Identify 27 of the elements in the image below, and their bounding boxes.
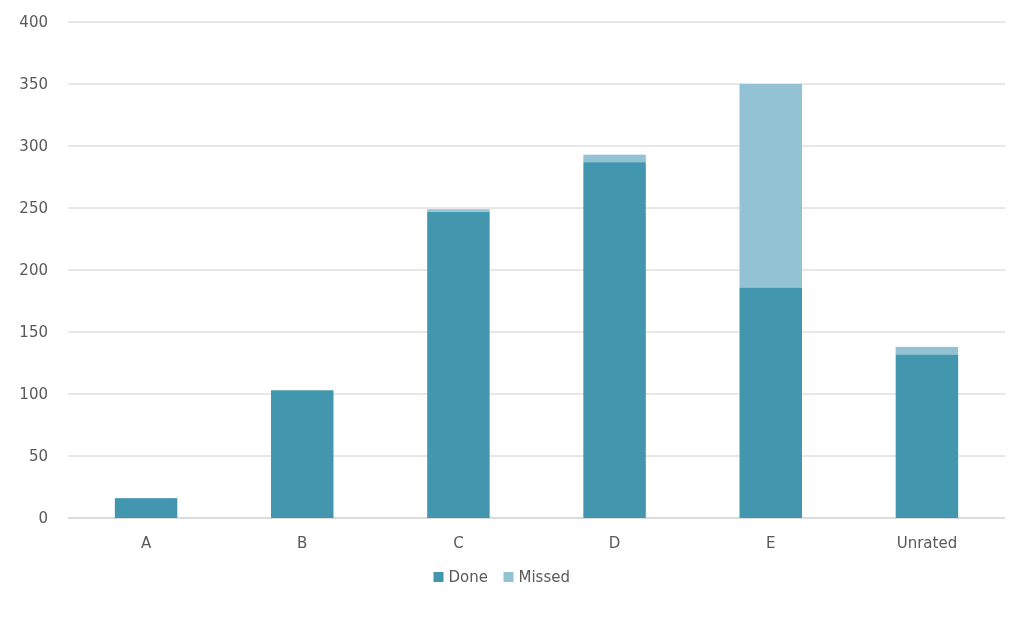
bar — [895, 346, 959, 355]
bar — [739, 84, 802, 288]
bar — [583, 154, 646, 163]
legend-label: Missed — [518, 568, 570, 587]
y-tick-label: 400 — [19, 13, 48, 32]
bar — [114, 498, 178, 518]
bar — [739, 287, 802, 518]
y-tick-label: 150 — [19, 323, 48, 342]
bar — [427, 209, 490, 212]
x-tick-label: A — [140, 534, 152, 552]
x-tick-label: D — [608, 534, 621, 552]
x-tick-label: C — [453, 534, 464, 552]
bar — [895, 354, 959, 518]
y-tick-label: 300 — [19, 137, 48, 156]
y-tick-label: 350 — [19, 75, 48, 94]
y-tick-label: 200 — [19, 261, 48, 280]
x-tick-label: Unrated — [896, 534, 958, 552]
y-tick-label: 250 — [19, 199, 48, 218]
y-tick-label: 0 — [38, 509, 48, 528]
bar — [583, 162, 646, 518]
bar — [271, 390, 334, 518]
x-tick-label: B — [297, 534, 308, 552]
legend-label: Done — [448, 568, 488, 587]
y-tick-label: 50 — [28, 447, 48, 466]
y-tick-label: 100 — [19, 385, 48, 404]
x-tick-label: E — [766, 534, 776, 552]
bar — [427, 211, 490, 518]
